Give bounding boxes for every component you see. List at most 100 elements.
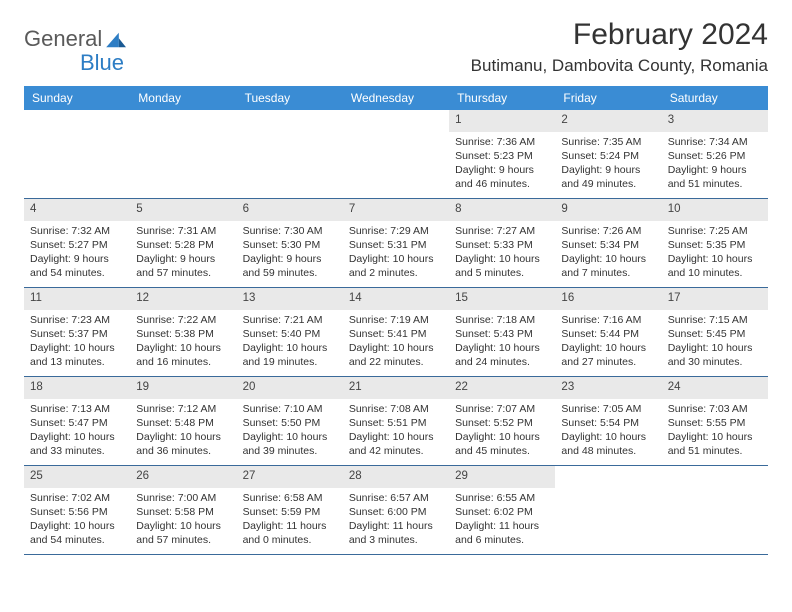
location: Butimanu, Dambovita County, Romania [471,56,768,76]
day-cell: 27Sunrise: 6:58 AMSunset: 5:59 PMDayligh… [237,466,343,554]
sunset-text: Sunset: 5:40 PM [243,327,337,341]
sunrise-text: Sunrise: 7:00 AM [136,491,230,505]
day-cell: 1 Sunrise: 7:36 AMSunset: 5:23 PMDaylight… [449,110,555,198]
sunrise-text: Sunrise: 7:21 AM [243,313,337,327]
day-number: 7 [343,199,449,221]
week-row: 25Sunrise: 7:02 AMSunset: 5:56 PMDayligh… [24,466,768,555]
day-number: 10 [662,199,768,221]
daylight-text: Daylight: 10 hours and 13 minutes. [30,341,124,369]
day-cell: 26Sunrise: 7:00 AMSunset: 5:58 PMDayligh… [130,466,236,554]
day-cell: 11Sunrise: 7:23 AMSunset: 5:37 PMDayligh… [24,288,130,376]
sunrise-text: Sunrise: 7:30 AM [243,224,337,238]
daylight-text: Daylight: 10 hours and 22 minutes. [349,341,443,369]
sunrise-text: Sunrise: 7:35 AM [561,135,655,149]
logo: GeneralBlue [24,26,134,76]
title-block: February 2024 Butimanu, Dambovita County… [471,18,768,76]
sunset-text: Sunset: 5:44 PM [561,327,655,341]
day-cell: 28Sunrise: 6:57 AMSunset: 6:00 PMDayligh… [343,466,449,554]
day-number: 18 [24,377,130,399]
sunset-text: Sunset: 5:48 PM [136,416,230,430]
daylight-text: Daylight: 9 hours and 54 minutes. [30,252,124,280]
day-header-tuesday: Tuesday [237,86,343,110]
sunrise-text: Sunrise: 7:32 AM [30,224,124,238]
day-cell: 24Sunrise: 7:03 AMSunset: 5:55 PMDayligh… [662,377,768,465]
sunset-text: Sunset: 5:56 PM [30,505,124,519]
sunrise-text: Sunrise: 6:57 AM [349,491,443,505]
sunrise-text: Sunrise: 7:08 AM [349,402,443,416]
sunset-text: Sunset: 5:23 PM [455,149,549,163]
daylight-text: Daylight: 10 hours and 19 minutes. [243,341,337,369]
week-row: 18 Sunrise: 7:13 AMSunset: 5:47 PM Dayligh… [24,377,768,466]
sunrise-text: Sunrise: 7:27 AM [455,224,549,238]
daylight-text: Daylight: 9 hours and 51 minutes. [668,163,762,191]
daylight-text: Daylight: 9 hours and 57 minutes. [136,252,230,280]
sunset-text: Sunset: 5:58 PM [136,505,230,519]
sunrise-text: Sunrise: 7:36 AM [455,135,549,149]
day-cell: 7Sunrise: 7:29 AMSunset: 5:31 PMDaylight… [343,199,449,287]
sunset-text: Sunset: 5:31 PM [349,238,443,252]
empty-cell [237,110,343,198]
sunrise-text: Sunrise: 7:18 AM [455,313,549,327]
sunset-text: Sunset: 5:26 PM [668,149,762,163]
daylight-text: Daylight: 10 hours and 42 minutes. [349,430,443,458]
sunrise-text: Sunrise: 7:26 AM [561,224,655,238]
logo-triangle-icon [106,31,128,49]
sunrise-text: Sunrise: 7:10 AM [243,402,337,416]
empty-cell [24,110,130,198]
day-number: 11 [24,288,130,310]
sunset-text: Sunset: 5:55 PM [668,416,762,430]
sunset-text: Sunset: 5:47 PM [30,416,124,430]
sunset-text: Sunset: 5:27 PM [30,238,124,252]
sunset-text: Sunset: 6:02 PM [455,505,549,519]
day-number: 17 [662,288,768,310]
day-cell: 29 Sunrise: 6:55 AMSunset: 6:02 PMDayligh… [449,466,555,554]
daylight-text: Daylight: 11 hours and 3 minutes. [349,519,443,547]
week-row: 11Sunrise: 7:23 AMSunset: 5:37 PMDayligh… [24,288,768,377]
daylight-text: Daylight: 9 hours and 49 minutes. [561,163,655,191]
sunset-text: Sunset: 5:24 PM [561,149,655,163]
daylight-text: Daylight: 11 hours and 6 minutes. [455,519,549,547]
sunrise-text: Sunrise: 7:31 AM [136,224,230,238]
sunrise-text: Sunrise: 7:25 AM [668,224,762,238]
day-number: 12 [130,288,236,310]
day-number: 20 [237,377,343,399]
day-number: 24 [662,377,768,399]
daylight-text: Daylight: 10 hours and 30 minutes. [668,341,762,369]
sunset-text: Sunset: 5:38 PM [136,327,230,341]
daylight-text: Daylight: 10 hours and 5 minutes. [455,252,549,280]
daylight-text: Daylight: 10 hours and 7 minutes. [561,252,655,280]
day-cell: 8Sunrise: 7:27 AMSunset: 5:33 PMDaylight… [449,199,555,287]
day-number: 19 [130,377,236,399]
week-row: 4Sunrise: 7:32 AMSunset: 5:27 PMDaylight… [24,199,768,288]
day-cell: 5Sunrise: 7:31 AMSunset: 5:28 PMDaylight… [130,199,236,287]
day-cell: 2Sunrise: 7:35 AMSunset: 5:24 PMDaylight… [555,110,661,198]
sunset-text: Sunset: 5:41 PM [349,327,443,341]
day-number: 27 [237,466,343,488]
sunset-text: Sunset: 5:54 PM [561,416,655,430]
sunrise-text: Sunrise: 7:13 AM [30,402,124,416]
empty-cell [343,110,449,198]
day-number: 26 [130,466,236,488]
day-number: 1 [449,110,555,132]
day-header-monday: Monday [130,86,236,110]
week-row: 1Sunrise: 7:36 AMSunset: 5:23 PMDaylight… [24,110,768,199]
sunrise-text: Sunrise: 6:55 AM [455,491,549,505]
sunrise-text: Sunrise: 7:12 AM [136,402,230,416]
header: GeneralBlue February 2024 Butimanu, Damb… [24,18,768,76]
logo-text-blue: Blue [80,50,124,76]
sunrise-text: Sunrise: 7:34 AM [668,135,762,149]
day-cell: 22Sunrise: 7:07 AMSunset: 5:52 PMDayligh… [449,377,555,465]
day-header-thursday: Thursday [449,86,555,110]
day-number: 29 [449,466,555,488]
day-cell: 23Sunrise: 7:05 AMSunset: 5:54 PMDayligh… [555,377,661,465]
sunrise-text: Sunrise: 7:15 AM [668,313,762,327]
day-cell: 17Sunrise: 7:15 AMSunset: 5:45 PMDayligh… [662,288,768,376]
day-cell: 25Sunrise: 7:02 AMSunset: 5:56 PMDayligh… [24,466,130,554]
daylight-text: Daylight: 9 hours and 46 minutes. [455,163,549,191]
sunrise-text: Sunrise: 7:29 AM [349,224,443,238]
day-number: 21 [343,377,449,399]
day-header-saturday: Saturday [662,86,768,110]
day-number: 16 [555,288,661,310]
day-number: 28 [343,466,449,488]
daylight-text: Daylight: 10 hours and 10 minutes. [668,252,762,280]
